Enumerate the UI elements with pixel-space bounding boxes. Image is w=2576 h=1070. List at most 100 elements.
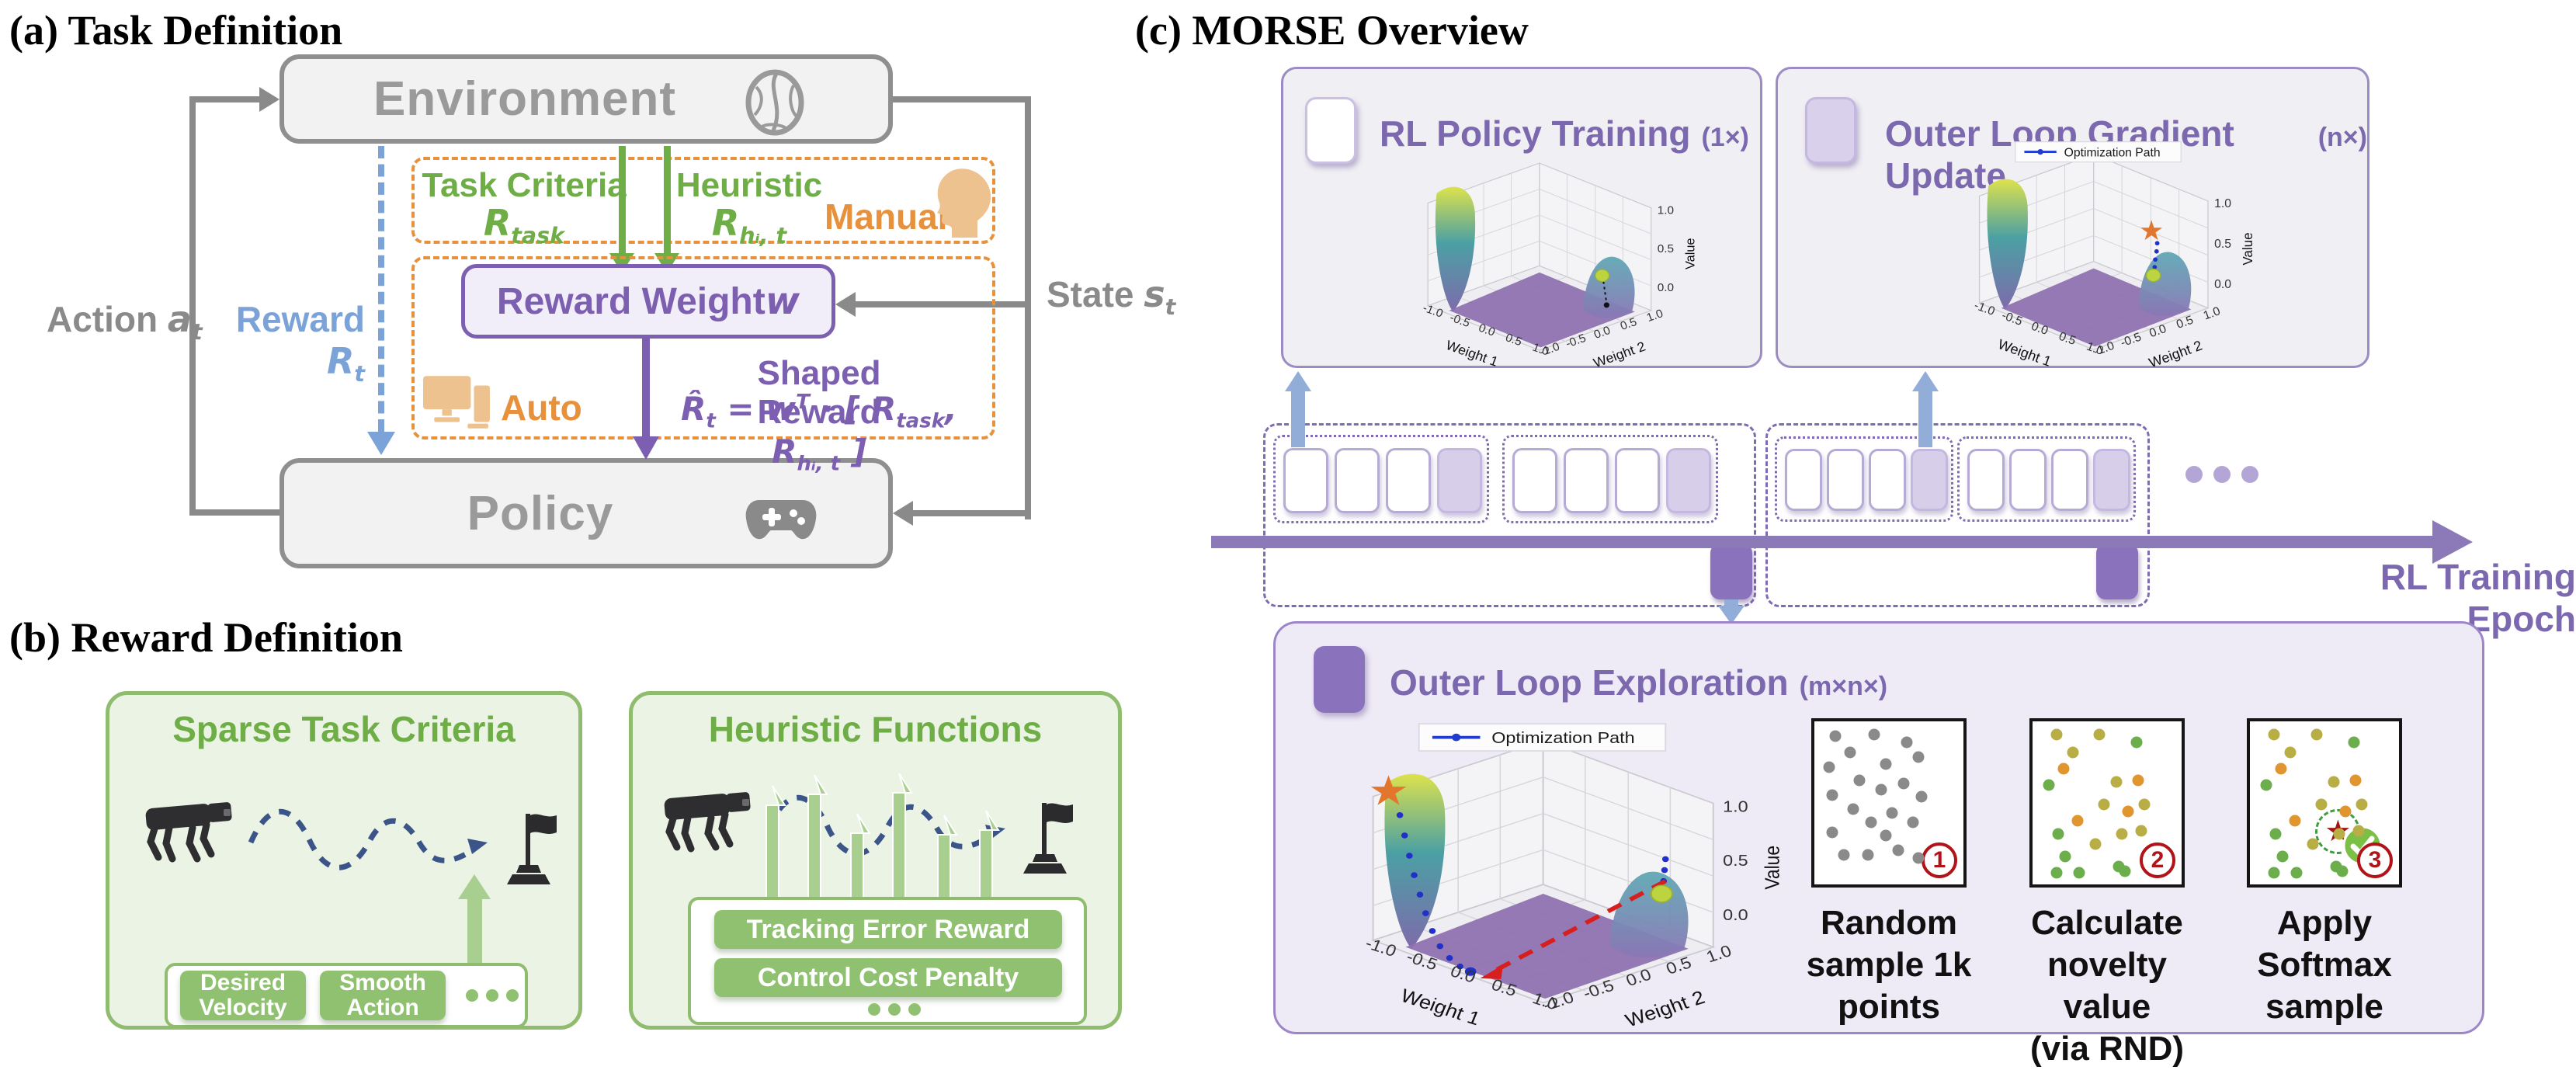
svg-text:0.5: 0.5: [2175, 314, 2195, 332]
epoch-square-light: [2093, 449, 2130, 511]
step-box-random-sample: 1: [1811, 718, 1967, 888]
epoch-square-white: [1386, 448, 1431, 513]
svg-text:Weight 1: Weight 1: [1444, 337, 1501, 367]
smooth-action-chip: Smooth Action: [320, 971, 446, 1020]
sample-point-dot: [2059, 850, 2071, 863]
sparse-task-criteria-title: Sparse Task Criteria: [172, 709, 516, 749]
sample-point-dot: [2260, 779, 2272, 791]
arrow-to-exploration-shaft: [1724, 599, 1738, 606]
state-line-vertical: [1025, 96, 1031, 519]
sample-point-dot: [2356, 798, 2368, 811]
heuristic-ellipsis-dot: [888, 1003, 901, 1016]
sample-point-dot: [2269, 828, 2282, 840]
heuristic-label: Heuristic: [675, 166, 823, 204]
svg-text:0.5: 0.5: [1723, 851, 1748, 869]
sample-point-dot: [1838, 849, 1850, 861]
sample-point-dot: [1853, 774, 1866, 787]
svg-text:1.0: 1.0: [1531, 341, 1551, 359]
state-line-to-weight: [856, 301, 1031, 307]
arrow-to-rl-training-shaft: [1291, 390, 1305, 447]
tracking-error-reward-chip: Tracking Error Reward: [714, 910, 1062, 949]
sample-point-dot: [1912, 852, 1925, 864]
sample-point-dot: [1826, 826, 1838, 839]
sample-point-dot: [2336, 865, 2349, 877]
auto-region-box: [411, 256, 995, 439]
epoch-square-white: [2051, 449, 2088, 511]
timeline-ellipsis-dot: [2185, 466, 2203, 483]
svg-text:1.0: 1.0: [2202, 304, 2223, 322]
shaped-reward-label: Shaped Reward: [757, 354, 881, 431]
legend: Optimization Path: [2015, 141, 2182, 163]
sample-point-dot: [2043, 779, 2055, 791]
sample-point-dot: [2315, 798, 2328, 811]
epoch-timeline-label: RL Training Epoch: [2380, 557, 2576, 639]
epoch-square-dark: [2096, 544, 2138, 599]
goal-flag-icon: [507, 814, 557, 884]
sample-point-dot: [2349, 774, 2362, 787]
sample-point-dot: [2307, 838, 2319, 849]
svg-text:Weight 2: Weight 2: [1623, 987, 1708, 1027]
optimum-star: ★: [1368, 769, 1409, 814]
heuristic-reward-arrow-shaft: [664, 146, 671, 255]
epoch-timeline-bar: [1211, 536, 2434, 548]
sparse-ellipsis-dot: [486, 989, 498, 1002]
sample-point-dot: [2110, 776, 2123, 788]
sample-point-dot: [2050, 867, 2063, 879]
step-number-badge: 1: [1922, 842, 1957, 878]
optimum-star: ★: [2139, 214, 2165, 246]
sample-point-dot: [1880, 758, 1892, 770]
panel-a-title: (a) Task Definition: [9, 7, 343, 54]
sample-point-dot: [1901, 736, 1913, 749]
arrow-to-gradient-update: [1912, 371, 1939, 391]
heuristic-functions-title: Heuristic Functions: [708, 709, 1043, 749]
exploration-epoch-square-icon: [1314, 646, 1365, 713]
manual-region-box: [411, 157, 995, 244]
sample-point-dot: [2116, 828, 2128, 840]
svg-text:0.5: 0.5: [1619, 315, 1639, 333]
reward-arrowhead: [367, 432, 395, 455]
epoch-square-light: [1437, 448, 1482, 513]
svg-text:1.0: 1.0: [2085, 340, 2106, 358]
panel-c-title: (c) MORSE Overview: [1135, 7, 1529, 54]
gradient-update-panel: Outer Loop Gradient Update (n×) ★ Optimi…: [1776, 67, 2369, 368]
heuristic-ellipsis-dot: [908, 1003, 921, 1016]
control-cost-penalty-chip: Control Cost Penalty: [714, 958, 1062, 997]
sample-point-dot: [2268, 867, 2280, 879]
sample-point-dot: [2328, 776, 2340, 788]
trajectory-path: [248, 808, 488, 870]
gamepad-icon: [745, 500, 817, 540]
sample-point-dot: [1907, 816, 1919, 829]
globe-icon: [745, 69, 804, 136]
svg-text:0.0: 0.0: [1723, 905, 1748, 923]
task-criteria-label: Task Criteria: [422, 166, 627, 204]
epoch-square-white: [1869, 449, 1906, 511]
svg-text:Optimization Path: Optimization Path: [1491, 728, 1634, 746]
svg-text:Weight 2: Weight 2: [1592, 339, 1648, 367]
figure-canvas: { "colors": { "gray": "#8a8a8a", "green"…: [9, 7, 2576, 1068]
goal-flag-icon: [1023, 803, 1073, 874]
timeline-ellipsis-dot: [2241, 466, 2258, 483]
sample-point-dot: [1897, 777, 1910, 790]
sample-point-dot: [2276, 850, 2289, 863]
person-head-icon: [937, 168, 991, 238]
sample-point-dot: [2089, 838, 2102, 849]
panel-b-title: (b) Reward Definition: [9, 614, 403, 661]
sample-point-dot: [1880, 829, 1892, 842]
svg-text:Weight 1: Weight 1: [1996, 336, 2054, 367]
sample-point-dot: [1823, 761, 1835, 773]
surface-plot-exploration: ★ Optimization Path 1.0 0.5 0.0 Value -1…: [1363, 723, 1784, 1027]
svg-text:1.0: 1.0: [1723, 797, 1748, 815]
heuristic-math: Rhᵢ, t: [711, 202, 787, 249]
sample-point-dot: [1847, 803, 1859, 815]
sample-point-dot: [2052, 828, 2064, 840]
reward-label: Reward Rt: [235, 299, 365, 387]
sample-point-dot: [1892, 844, 1904, 856]
sample-point-dot: [1886, 807, 1898, 819]
step-number-badge: 2: [2140, 842, 2175, 878]
task-criteria-math: Rtask: [483, 202, 565, 249]
state-arrowhead-weight: [835, 292, 856, 317]
epoch-square-white: [1615, 448, 1660, 513]
sample-point-dot: [1829, 730, 1842, 742]
epoch-subgroup-1b: [1502, 435, 1718, 523]
surface-plot-gradient-update: ★ Optimization Path 1.0 0.5 0.0 Value -1…: [1972, 141, 2255, 367]
